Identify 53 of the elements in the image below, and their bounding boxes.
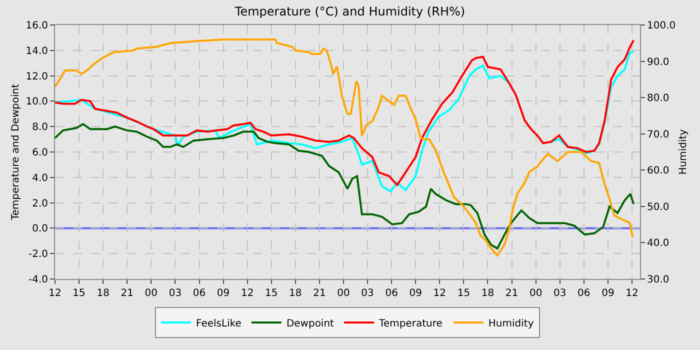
x-tick-label: 12: [240, 288, 254, 299]
x-tick-label: 12: [48, 288, 62, 299]
y-tick-label: 10.0: [26, 96, 48, 108]
x-tick-label: 15: [457, 288, 470, 299]
x-tick-label: 15: [265, 288, 278, 299]
y2-tick-label: 70.0: [647, 129, 670, 140]
x-tick-label: 21: [505, 288, 518, 299]
y-tick-label: 14.0: [26, 46, 48, 57]
x-tick-label: 06: [578, 288, 590, 299]
x-tick-label: 15: [72, 288, 86, 299]
y2-tick-label: 60.0: [647, 166, 670, 177]
x-tick-label: 18: [481, 288, 494, 299]
y-tick-label: 4.0: [32, 172, 48, 184]
y-tick-label: 16.0: [26, 20, 48, 32]
x-tick-label: 18: [96, 288, 110, 299]
x-tick-label: 00: [529, 288, 542, 299]
line-series: [55, 123, 635, 250]
legend-label: Humidity: [488, 318, 534, 330]
chart-title: Temperature (°C) and Humidity (RH%): [234, 4, 466, 18]
y-tick-label: 12.0: [26, 71, 48, 82]
y-tick-label: 2.0: [32, 198, 48, 210]
x-tick-label: 09: [602, 288, 614, 299]
y-axis-title: Temperature and Dewpoint: [10, 84, 22, 222]
y2-tick-label: 90.0: [647, 56, 670, 68]
y-tick-label: 6.0: [32, 148, 48, 158]
line-series: [55, 38, 634, 256]
y2-tick-label: 80.0: [647, 93, 670, 104]
x-tick-label: 03: [361, 288, 374, 299]
x-tick-label: 21: [313, 288, 326, 299]
x-tick-label: 09: [216, 288, 230, 299]
legend-label: FeelsLike: [196, 318, 242, 330]
x-tick-label: 09: [409, 288, 422, 299]
y2-axis-title: Humidity: [678, 129, 690, 175]
x-tick-label: 21: [120, 288, 134, 299]
x-tick-label: 03: [168, 288, 182, 299]
legend-label: Temperature: [378, 318, 442, 330]
x-tick-label: 00: [144, 288, 158, 299]
x-tick-label: 06: [192, 288, 206, 299]
y2-tick-label: 50.0: [647, 202, 670, 213]
y-tick-label: -2.0: [28, 249, 48, 260]
x-tick-label: 00: [337, 288, 350, 299]
x-tick-label: 12: [433, 288, 446, 299]
y-tick-label: 8.0: [32, 122, 48, 134]
x-tick-label: 06: [385, 288, 398, 299]
y2-tick-label: 30.0: [647, 274, 670, 286]
y-tick-label: -4.0: [28, 274, 48, 286]
y-tick-label: 0.0: [32, 224, 48, 235]
x-tick-label: 18: [289, 288, 302, 299]
y2-tick-label: 40.0: [647, 238, 670, 250]
x-tick-label: 03: [553, 288, 566, 299]
x-tick-label: 12: [626, 288, 638, 299]
legend-label: Dewpoint: [286, 318, 334, 330]
y2-tick-label: 100.0: [647, 20, 676, 32]
